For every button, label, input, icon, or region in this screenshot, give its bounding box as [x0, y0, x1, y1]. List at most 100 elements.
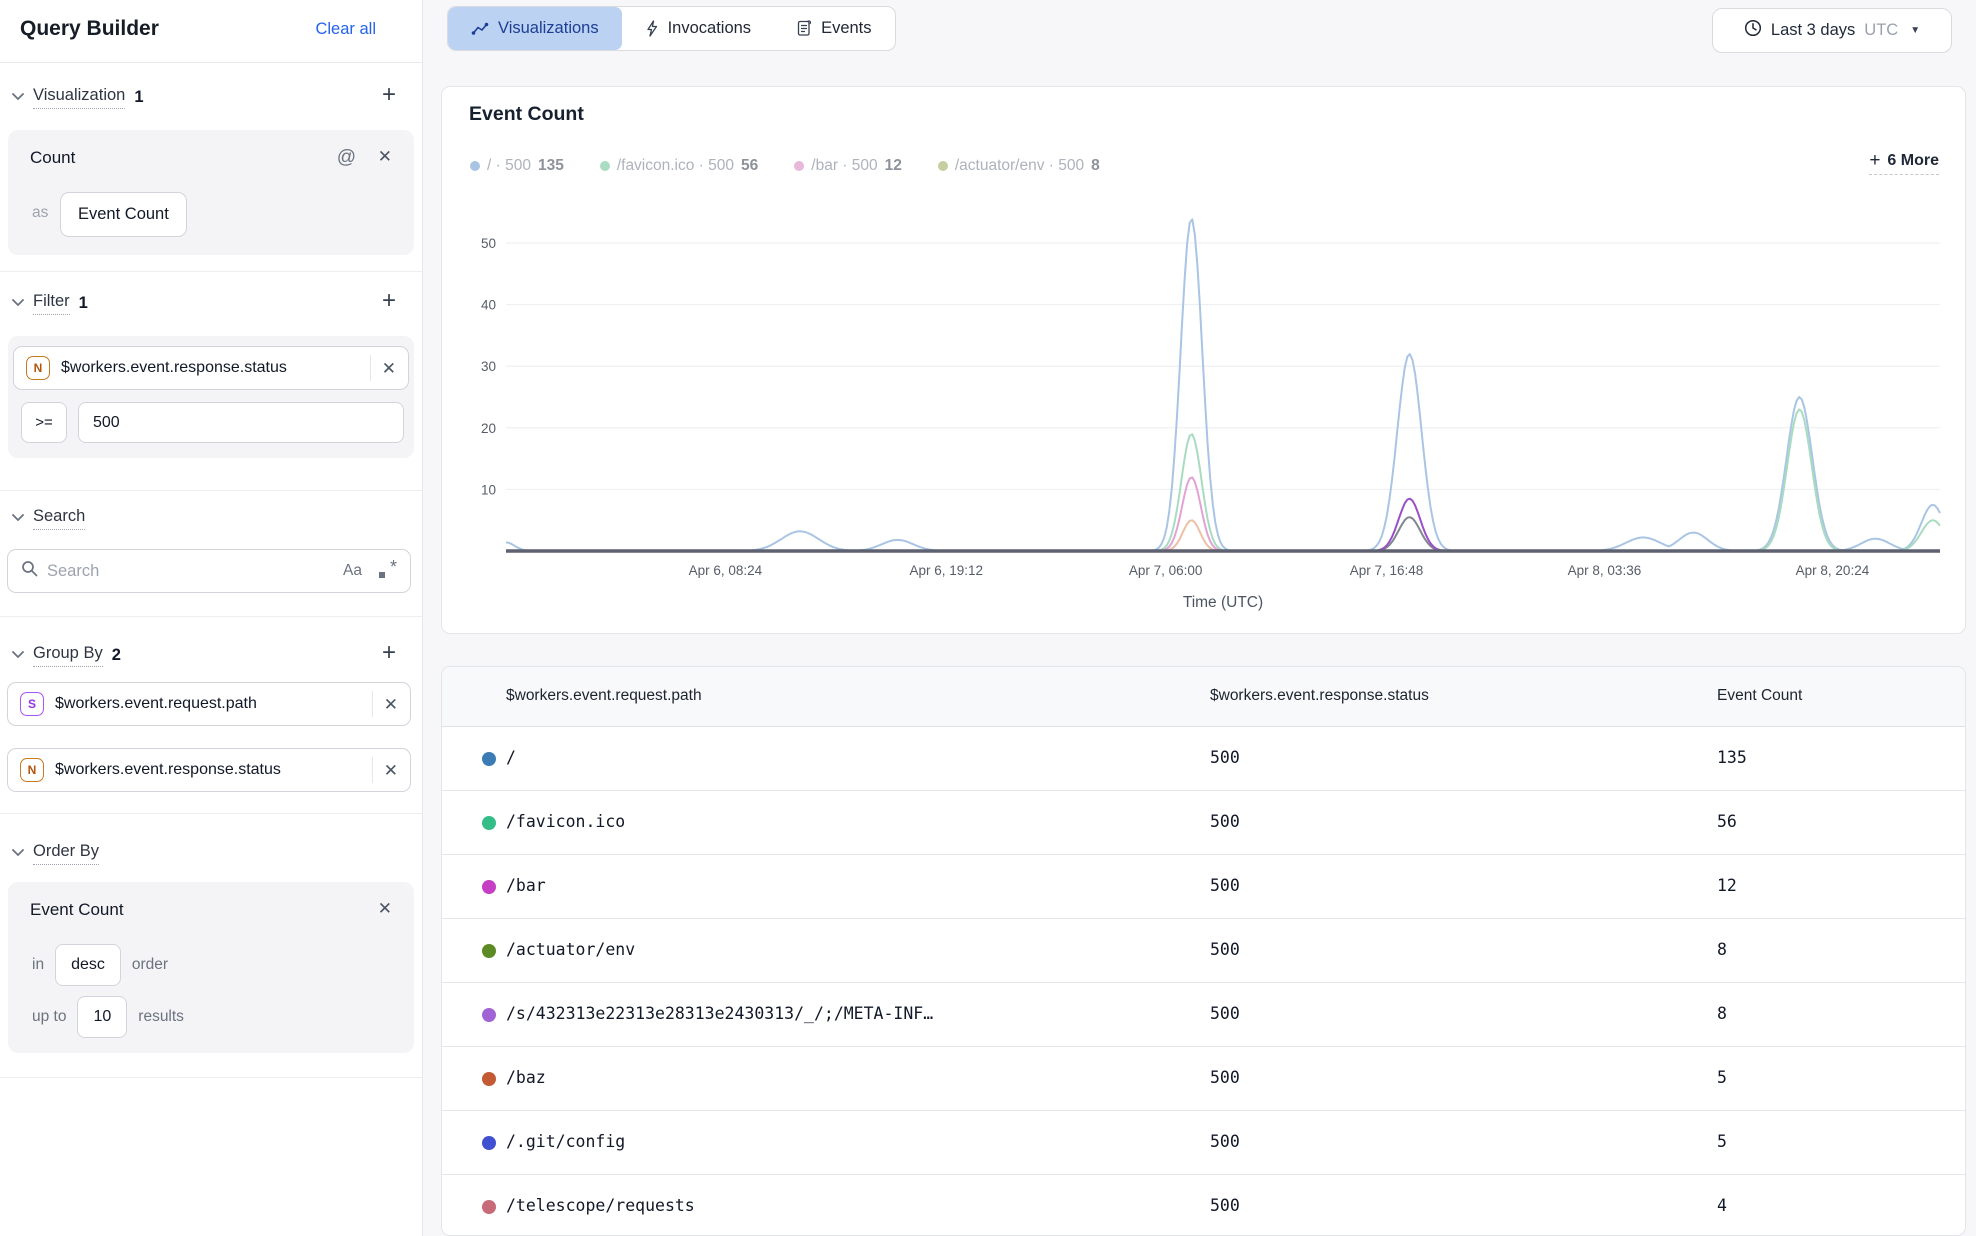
divider	[371, 691, 373, 717]
visualization-section-label[interactable]: Visualization	[33, 86, 126, 109]
series-color-dot	[482, 944, 496, 958]
group-by-section-label[interactable]: Group By	[33, 644, 103, 667]
cell-status: 500	[1210, 1068, 1240, 1087]
chevron-down-icon[interactable]	[12, 651, 24, 659]
svg-text:Time (UTC): Time (UTC)	[1183, 594, 1263, 611]
table-row[interactable]: /actuator/env 500 8	[442, 919, 1965, 983]
time-range-label: Last 3 days	[1770, 21, 1856, 39]
group-by-field[interactable]: N $workers.event.response.status ✕	[7, 748, 411, 792]
svg-text:20: 20	[481, 421, 496, 436]
table-row[interactable]: /telescope/requests 500 4	[442, 1175, 1965, 1235]
chevron-down-icon[interactable]	[12, 299, 24, 307]
order-by-section-label[interactable]: Order By	[33, 842, 100, 865]
number-type-badge: N	[26, 356, 50, 380]
alias-button[interactable]: Event Count	[60, 192, 187, 237]
tab-events[interactable]: Events	[774, 7, 894, 50]
group-by-count: 2	[111, 645, 121, 664]
cell-status: 500	[1210, 876, 1240, 895]
table-row[interactable]: /favicon.ico 500 56	[442, 791, 1965, 855]
legend-label: /bar · 500	[811, 157, 878, 174]
more-label: 6 More	[1887, 151, 1939, 169]
column-header-status: $workers.event.response.status	[1210, 687, 1429, 704]
visualization-section-header: Visualization 1 +	[12, 82, 408, 112]
add-group-by-button[interactable]: +	[381, 639, 396, 666]
chart-card: Event Count / · 500 135 /favicon.ico · 5…	[441, 86, 1966, 634]
cell-count: 8	[1717, 1004, 1727, 1023]
table-row[interactable]: / 500 135	[442, 727, 1965, 791]
chevron-down-icon[interactable]	[12, 849, 24, 857]
remove-filter-icon[interactable]: ✕	[381, 358, 396, 378]
add-filter-button[interactable]: +	[381, 287, 396, 314]
cell-count: 5	[1717, 1068, 1727, 1087]
line-chart-icon	[471, 22, 489, 36]
time-range-selector[interactable]: Last 3 days UTC ▼	[1712, 8, 1952, 53]
filter-card: N $workers.event.response.status ✕ >=	[8, 336, 414, 458]
direction-select[interactable]: desc	[55, 944, 121, 986]
in-label: in	[32, 956, 45, 973]
table-row[interactable]: /baz 500 5	[442, 1047, 1965, 1111]
regex-dot	[379, 572, 385, 578]
filter-section-label[interactable]: Filter	[33, 292, 70, 315]
page-title: Query Builder	[20, 17, 159, 40]
series-color-dot	[482, 816, 496, 830]
tab-invocations[interactable]: Invocations	[622, 7, 774, 50]
add-visualization-button[interactable]: +	[381, 81, 396, 108]
case-sensitivity-icon[interactable]: Aa	[343, 562, 362, 579]
limit-input[interactable]: 10	[77, 996, 128, 1038]
cell-count: 135	[1717, 748, 1747, 767]
cell-path: /s/432313e22313e28313e2430313/_/;/META-I…	[506, 1004, 934, 1023]
legend-count: 12	[884, 157, 902, 174]
group-by-field-name: $workers.event.request.path	[55, 695, 257, 712]
up-to-label: up to	[32, 1008, 67, 1025]
filter-value-input[interactable]	[78, 402, 404, 443]
group-by-field[interactable]: S $workers.event.request.path ✕	[7, 682, 411, 726]
chevron-down-icon[interactable]	[12, 93, 24, 101]
legend-item[interactable]: / · 500 135	[470, 157, 564, 175]
search-field: Aa *	[7, 549, 411, 593]
divider	[0, 1077, 422, 1078]
order-limit-row: up to 10 results	[32, 996, 184, 1038]
svg-text:Apr 6, 08:24: Apr 6, 08:24	[689, 563, 763, 578]
cell-path: /baz	[506, 1068, 546, 1087]
divider	[371, 757, 373, 783]
chevron-down-icon[interactable]	[12, 514, 24, 522]
column-header-count: Event Count	[1717, 687, 1803, 704]
cell-path: /	[506, 748, 516, 767]
remove-visualization-icon[interactable]: ✕	[377, 147, 392, 166]
clear-all-button[interactable]: Clear all	[315, 20, 376, 38]
cell-path: /telescope/requests	[506, 1196, 695, 1215]
event-count-chart[interactable]: 10 20 30 40 50 Apr 6, 08:24 Apr 6, 19:12 Apr 7,…	[466, 183, 1944, 613]
regex-icon[interactable]: *	[377, 557, 397, 581]
legend-item[interactable]: /favicon.ico · 500 56	[599, 157, 759, 175]
svg-text:Apr 7, 06:00: Apr 7, 06:00	[1129, 563, 1203, 578]
remove-group-by-icon[interactable]: ✕	[383, 694, 398, 714]
divider	[369, 355, 371, 381]
metric-label: Count	[30, 148, 76, 167]
legend-item[interactable]: /bar · 500 12	[794, 157, 902, 175]
type-badge: N	[20, 758, 44, 782]
remove-order-by-icon[interactable]: ✕	[377, 899, 392, 918]
view-tabs: Visualizations Invocations Events	[447, 6, 896, 51]
table-row[interactable]: /.git/config 500 5	[442, 1111, 1965, 1175]
table-row[interactable]: /bar 500 12	[442, 855, 1965, 919]
svg-text:40: 40	[481, 298, 496, 313]
filter-operator-select[interactable]: >=	[21, 402, 67, 443]
reference-icon[interactable]: @	[336, 147, 356, 168]
legend-count: 56	[741, 157, 759, 174]
filter-count: 1	[78, 293, 88, 312]
cell-count: 4	[1717, 1196, 1727, 1215]
cell-status: 500	[1210, 1196, 1240, 1215]
search-section-label[interactable]: Search	[33, 507, 86, 530]
results-label: results	[138, 1008, 184, 1025]
table-row[interactable]: /s/432313e22313e28313e2430313/_/;/META-I…	[442, 983, 1965, 1047]
tab-visualizations[interactable]: Visualizations	[448, 7, 622, 50]
remove-group-by-icon[interactable]: ✕	[383, 760, 398, 780]
search-input[interactable]	[47, 561, 335, 581]
divider	[0, 616, 422, 617]
filter-field[interactable]: N $workers.event.response.status ✕	[13, 346, 409, 390]
svg-text:Apr 8, 20:24: Apr 8, 20:24	[1796, 563, 1870, 578]
legend-item[interactable]: /actuator/env · 500 8	[937, 157, 1100, 175]
svg-text:Apr 8, 03:36: Apr 8, 03:36	[1568, 563, 1642, 578]
cell-path: /.git/config	[506, 1132, 626, 1151]
legend-more-button[interactable]: + 6 More	[1869, 151, 1939, 175]
